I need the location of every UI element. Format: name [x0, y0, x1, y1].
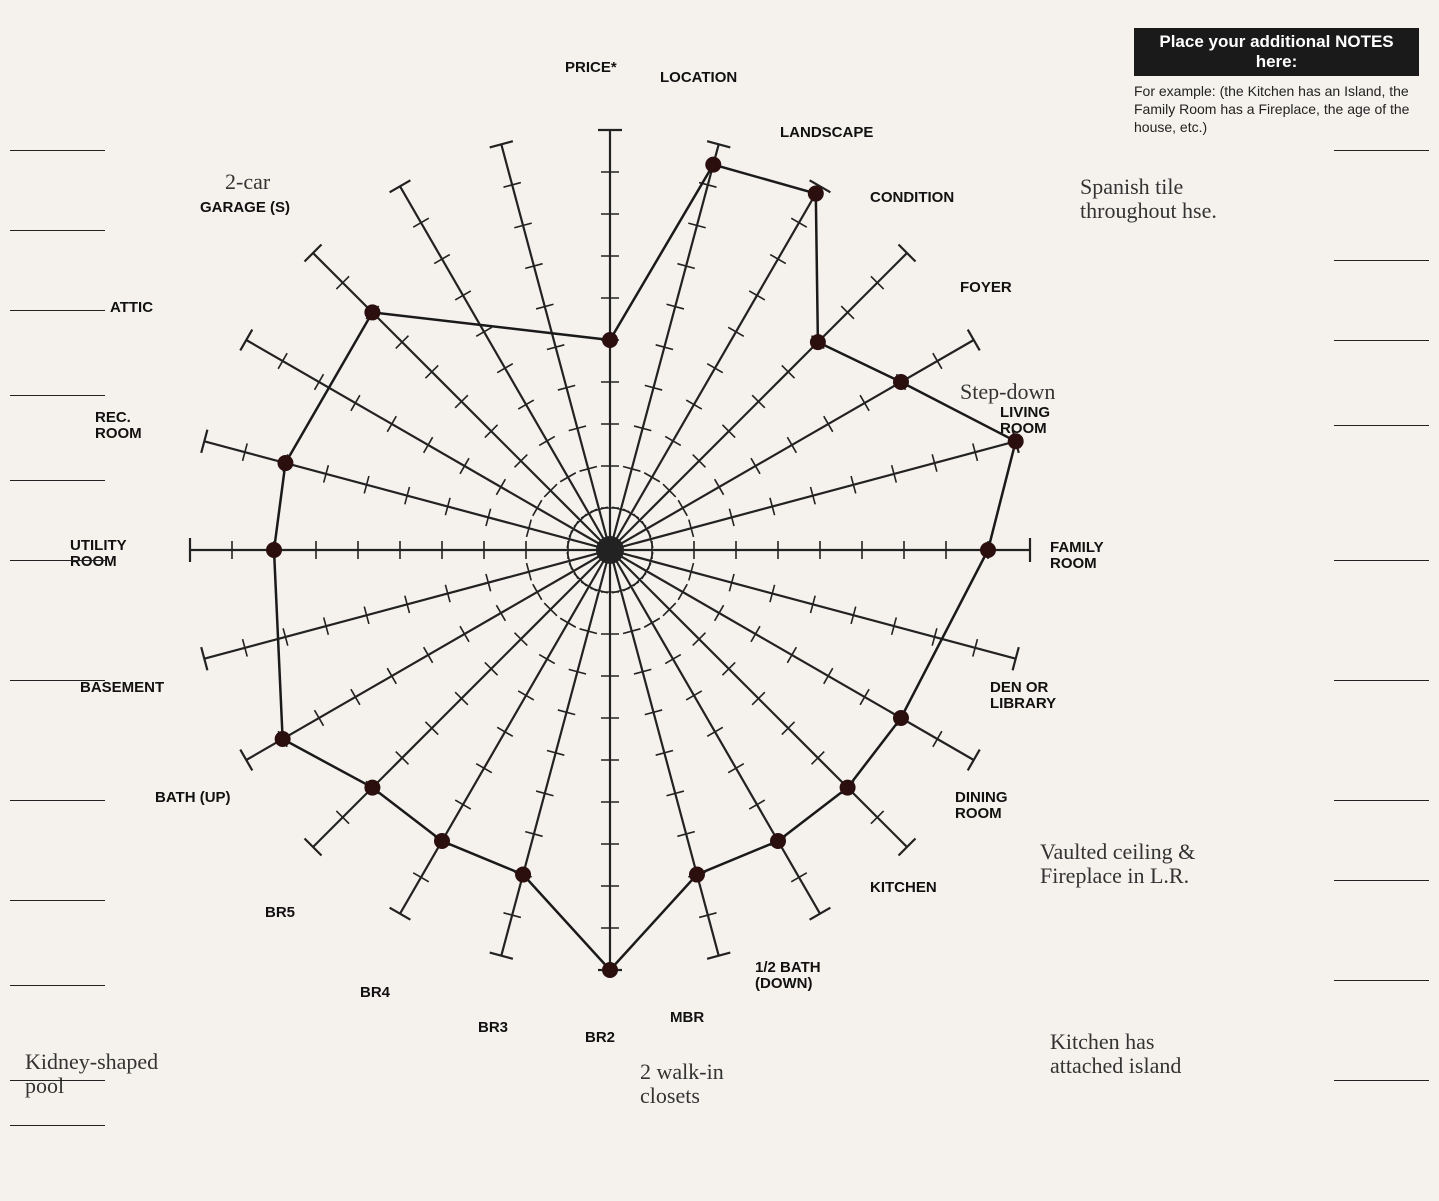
handwritten-pool_note: Kidney-shapedpool [25, 1050, 158, 1098]
axis-label-halfbath: 1/2 BATH(DOWN) [755, 960, 821, 992]
handwritten-tile_note: Spanish tilethroughout hse. [1080, 175, 1217, 223]
note-line-left [10, 985, 105, 986]
axis-label-br3: BR3 [478, 1020, 508, 1036]
note-line-right [1334, 560, 1429, 561]
axis-label-rec: REC.ROOM [95, 410, 142, 442]
handwritten-stepdown_note: Step-down [960, 380, 1055, 404]
axis-label-basement: BASEMENT [80, 680, 164, 696]
axis-label-location: LOCATION [660, 70, 737, 86]
note-line-left [10, 395, 105, 396]
axis-label-price: PRICE* [565, 60, 617, 76]
axis-label-attic: ATTIC [110, 300, 153, 316]
handwritten-garage_note: 2-car [225, 170, 270, 194]
note-line-right [1334, 340, 1429, 341]
note-line-left [10, 680, 105, 681]
axis-label-br5: BR5 [265, 905, 295, 921]
axis-label-landscape: LANDSCAPE [780, 125, 873, 141]
note-line-right [1334, 1080, 1429, 1081]
note-line-left [10, 560, 105, 561]
axis-label-living: LIVINGROOM [1000, 405, 1050, 437]
note-line-left [10, 1080, 105, 1081]
axis-label-family: FAMILYROOM [1050, 540, 1104, 572]
note-line-left [10, 800, 105, 801]
axis-label-mbr: MBR [670, 1010, 704, 1026]
axis-label-foyer: FOYER [960, 280, 1012, 296]
note-line-right [1334, 680, 1429, 681]
axis-label-den: DEN ORLIBRARY [990, 680, 1056, 712]
note-line-left [10, 900, 105, 901]
note-line-right [1334, 425, 1429, 426]
note-line-left [10, 1125, 105, 1126]
note-line-right [1334, 880, 1429, 881]
note-line-right [1334, 800, 1429, 801]
note-line-left [10, 480, 105, 481]
axis-label-utility: UTILITYROOM [70, 538, 127, 570]
note-line-left [10, 150, 105, 151]
axis-label-kitchen: KITCHEN [870, 880, 937, 896]
axis-label-br2: BR2 [585, 1030, 615, 1046]
handwritten-kitchen_note: Kitchen hasattached island [1050, 1030, 1181, 1078]
radar-svg [0, 0, 1439, 1201]
axis-label-garage: GARAGE (S) [200, 200, 290, 216]
note-line-left [10, 310, 105, 311]
axis-label-br4: BR4 [360, 985, 390, 1001]
note-line-right [1334, 150, 1429, 151]
note-line-left [10, 230, 105, 231]
axis-label-condition: CONDITION [870, 190, 954, 206]
handwritten-lr_note: Vaulted ceiling &Fireplace in L.R. [1040, 840, 1195, 888]
radar-chart: PRICE* LOCATION LANDSCAPE CONDITION FOYER LIV… [0, 0, 1439, 1201]
note-line-right [1334, 260, 1429, 261]
axis-label-bathup: BATH (UP) [155, 790, 231, 806]
handwritten-mbr_note: 2 walk-inclosets [640, 1060, 724, 1108]
axis-label-dining: DININGROOM [955, 790, 1008, 822]
note-line-right [1334, 980, 1429, 981]
